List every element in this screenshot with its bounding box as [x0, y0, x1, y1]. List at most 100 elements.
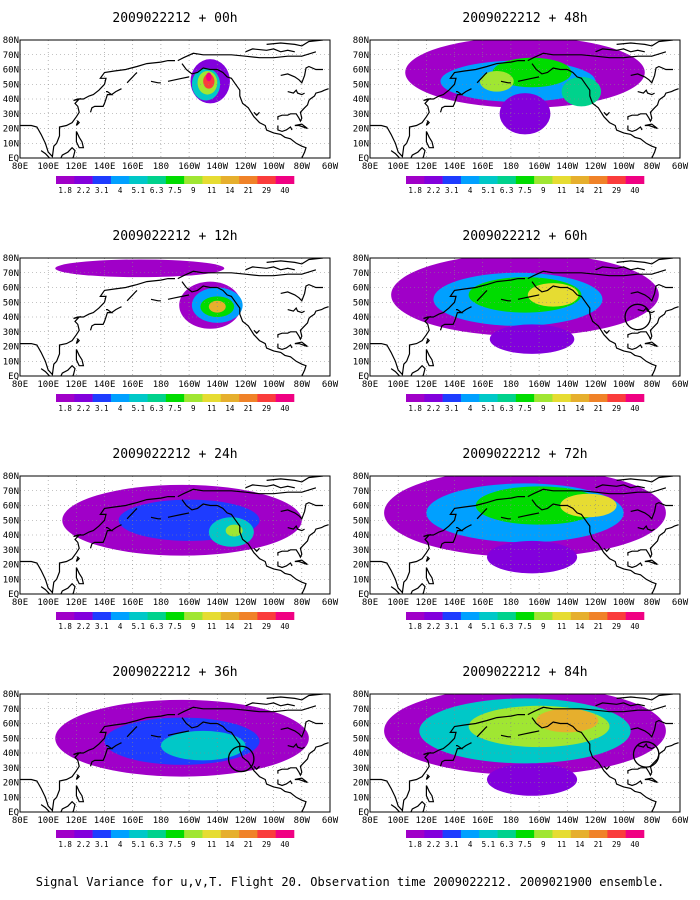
- coastline: [370, 496, 525, 594]
- longitude-tick-label: 120E: [66, 380, 88, 390]
- colorbar-label: 5.1: [132, 840, 146, 849]
- colorbar-swatch: [56, 176, 75, 184]
- colorbar-swatch: [552, 612, 572, 620]
- colorbar-swatch: [552, 830, 572, 838]
- longitude-tick-label: 120E: [416, 816, 438, 826]
- colorbar-label: 4: [468, 622, 473, 631]
- variance-contour-2.2: [486, 763, 578, 796]
- coastline: [425, 131, 435, 149]
- panel-title: 2009022212 + 36h: [112, 665, 237, 680]
- coastline: [627, 779, 643, 787]
- observation-circle: [624, 303, 652, 331]
- colorbar-swatch: [275, 612, 295, 620]
- colorbar-label: 1.8: [58, 404, 72, 413]
- latitude-tick-label: 30N: [3, 546, 19, 556]
- latitude-tick-label: 60N: [353, 502, 369, 512]
- longitude-tick-label: 100E: [387, 816, 409, 826]
- coastline: [245, 266, 295, 271]
- longitude-tick-label: 160E: [472, 598, 494, 608]
- colorbar-label: 5.1: [482, 622, 496, 631]
- colorbar-swatch: [147, 176, 167, 184]
- colorbar-swatch: [442, 394, 462, 402]
- colorbar-swatch: [607, 394, 626, 402]
- coastline: [126, 289, 138, 302]
- latitude-tick-label: EQ: [8, 590, 19, 600]
- coastline: [266, 258, 324, 265]
- longitude-tick-label: 80W: [644, 598, 661, 608]
- colorbar-label: 9: [191, 622, 196, 631]
- colorbar-swatch: [257, 612, 276, 620]
- latitude-tick-label: 70N: [353, 51, 369, 61]
- colorbar-label: 40: [630, 622, 640, 631]
- latitude-tick-label: 50N: [3, 80, 19, 90]
- colorbar-label: 40: [280, 840, 290, 849]
- coastline: [253, 765, 260, 771]
- latitude-tick-label: 50N: [353, 734, 369, 744]
- latitude-tick-label: 20N: [3, 779, 19, 789]
- coastline: [177, 487, 317, 498]
- coastline: [75, 555, 81, 562]
- longitude-tick-label: 120W: [235, 816, 257, 826]
- colorbar-label: 3.1: [445, 622, 459, 631]
- colorbar-label: 14: [575, 622, 585, 631]
- colorbar-swatch: [460, 830, 480, 838]
- longitude-tick-label: 180: [503, 598, 519, 608]
- coastline: [60, 146, 76, 158]
- longitude-tick-label: 140E: [444, 816, 466, 826]
- latitude-tick-label: 70N: [3, 705, 19, 715]
- colorbar-label: 21: [244, 186, 253, 195]
- colorbar-label: 11: [207, 404, 216, 413]
- colorbar-label: 6.3: [500, 622, 514, 631]
- colorbar-label: 4: [118, 404, 123, 413]
- variance-contour-11: [560, 493, 617, 518]
- panel-title: 2009022212 + 12h: [112, 229, 237, 244]
- colorbar-swatch: [92, 394, 112, 402]
- longitude-tick-label: 160E: [122, 162, 144, 172]
- latitude-tick-label: 80N: [3, 690, 19, 700]
- colorbar-swatch: [625, 612, 645, 620]
- longitude-tick-label: 160E: [122, 598, 144, 608]
- colorbar-swatch: [74, 176, 93, 184]
- colorbar-label: 2.2: [77, 186, 91, 195]
- colorbar-swatch: [460, 176, 480, 184]
- colorbar-swatch: [110, 612, 130, 620]
- colorbar-label: 29: [612, 622, 621, 631]
- colorbar-swatch: [424, 394, 443, 402]
- latitude-tick-label: 60N: [3, 284, 19, 294]
- longitude-tick-label: 160W: [528, 162, 550, 172]
- colorbar-swatch: [129, 830, 148, 838]
- map-frame: [369, 39, 681, 159]
- coastline: [75, 349, 85, 367]
- colorbar-swatch: [406, 830, 425, 838]
- colorbar: 1.8 2.2 3.1 4 5.1 6.3 7.5 9 11 14 21 29 40: [56, 612, 295, 631]
- latitude-tick-label: 80N: [3, 472, 19, 482]
- coastline: [60, 582, 76, 594]
- colorbar-swatch: [442, 830, 462, 838]
- variance-contour-14: [536, 708, 599, 733]
- colorbar-swatch: [275, 176, 295, 184]
- latitude-tick-label: 20N: [353, 125, 369, 135]
- coastline: [287, 525, 305, 532]
- colorbar-label: 7.5: [518, 840, 532, 849]
- colorbar-label: 40: [280, 622, 290, 631]
- coastline: [266, 694, 324, 701]
- longitude-tick-label: 140E: [94, 816, 116, 826]
- colorbar-label: 3.1: [95, 404, 109, 413]
- latitude-tick-label: 70N: [353, 705, 369, 715]
- longitude-tick-label: 160E: [472, 162, 494, 172]
- colorbar-label: 3.1: [95, 186, 109, 195]
- colorbar-label: 29: [262, 404, 271, 413]
- latitude-tick-label: 40N: [3, 749, 19, 759]
- colorbar-swatch: [202, 176, 222, 184]
- coastline: [111, 742, 122, 750]
- coastline: [181, 63, 307, 158]
- coastline: [461, 306, 472, 314]
- colorbar: 1.8 2.2 3.1 4 5.1 6.3 7.5 9 11 14 21 29 40: [406, 394, 645, 413]
- map-panel-72h: 2009022212 + 72h EQ 10N 20N 30N 40N 50N 60N 70N 8…: [353, 447, 689, 631]
- colorbar-swatch: [607, 830, 626, 838]
- colorbar-swatch: [92, 176, 112, 184]
- latitude-tick-label: 60N: [353, 720, 369, 730]
- longitude-tick-label: 80W: [294, 816, 311, 826]
- colorbar-swatch: [184, 830, 203, 838]
